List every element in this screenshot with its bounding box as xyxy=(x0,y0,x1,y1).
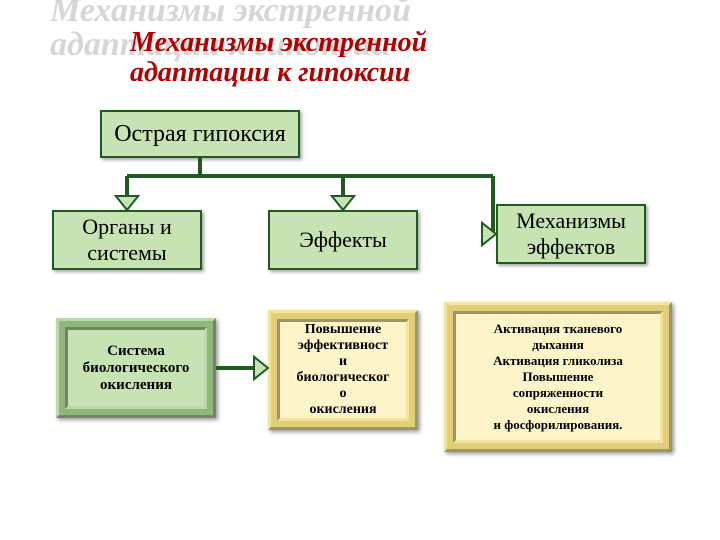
main-title: Механизмы экстреннойадаптации к гипоксии xyxy=(130,28,427,88)
diagram-stage: Механизмы экстреннойадаптации к гипоксии… xyxy=(0,0,720,540)
node-detail: Активация тканевогодыханияАктивация глик… xyxy=(444,302,672,452)
node-organs: Органы исистемы xyxy=(52,210,202,270)
node-root: Острая гипоксия xyxy=(100,110,300,158)
node-mech: Механизмыэффектов xyxy=(496,204,646,264)
node-effects: Эффекты xyxy=(268,210,418,270)
node-bio: Системабиологическогоокисления xyxy=(56,318,216,418)
node-boost: Повышениеэффективностибиологическогоокис… xyxy=(268,310,418,430)
